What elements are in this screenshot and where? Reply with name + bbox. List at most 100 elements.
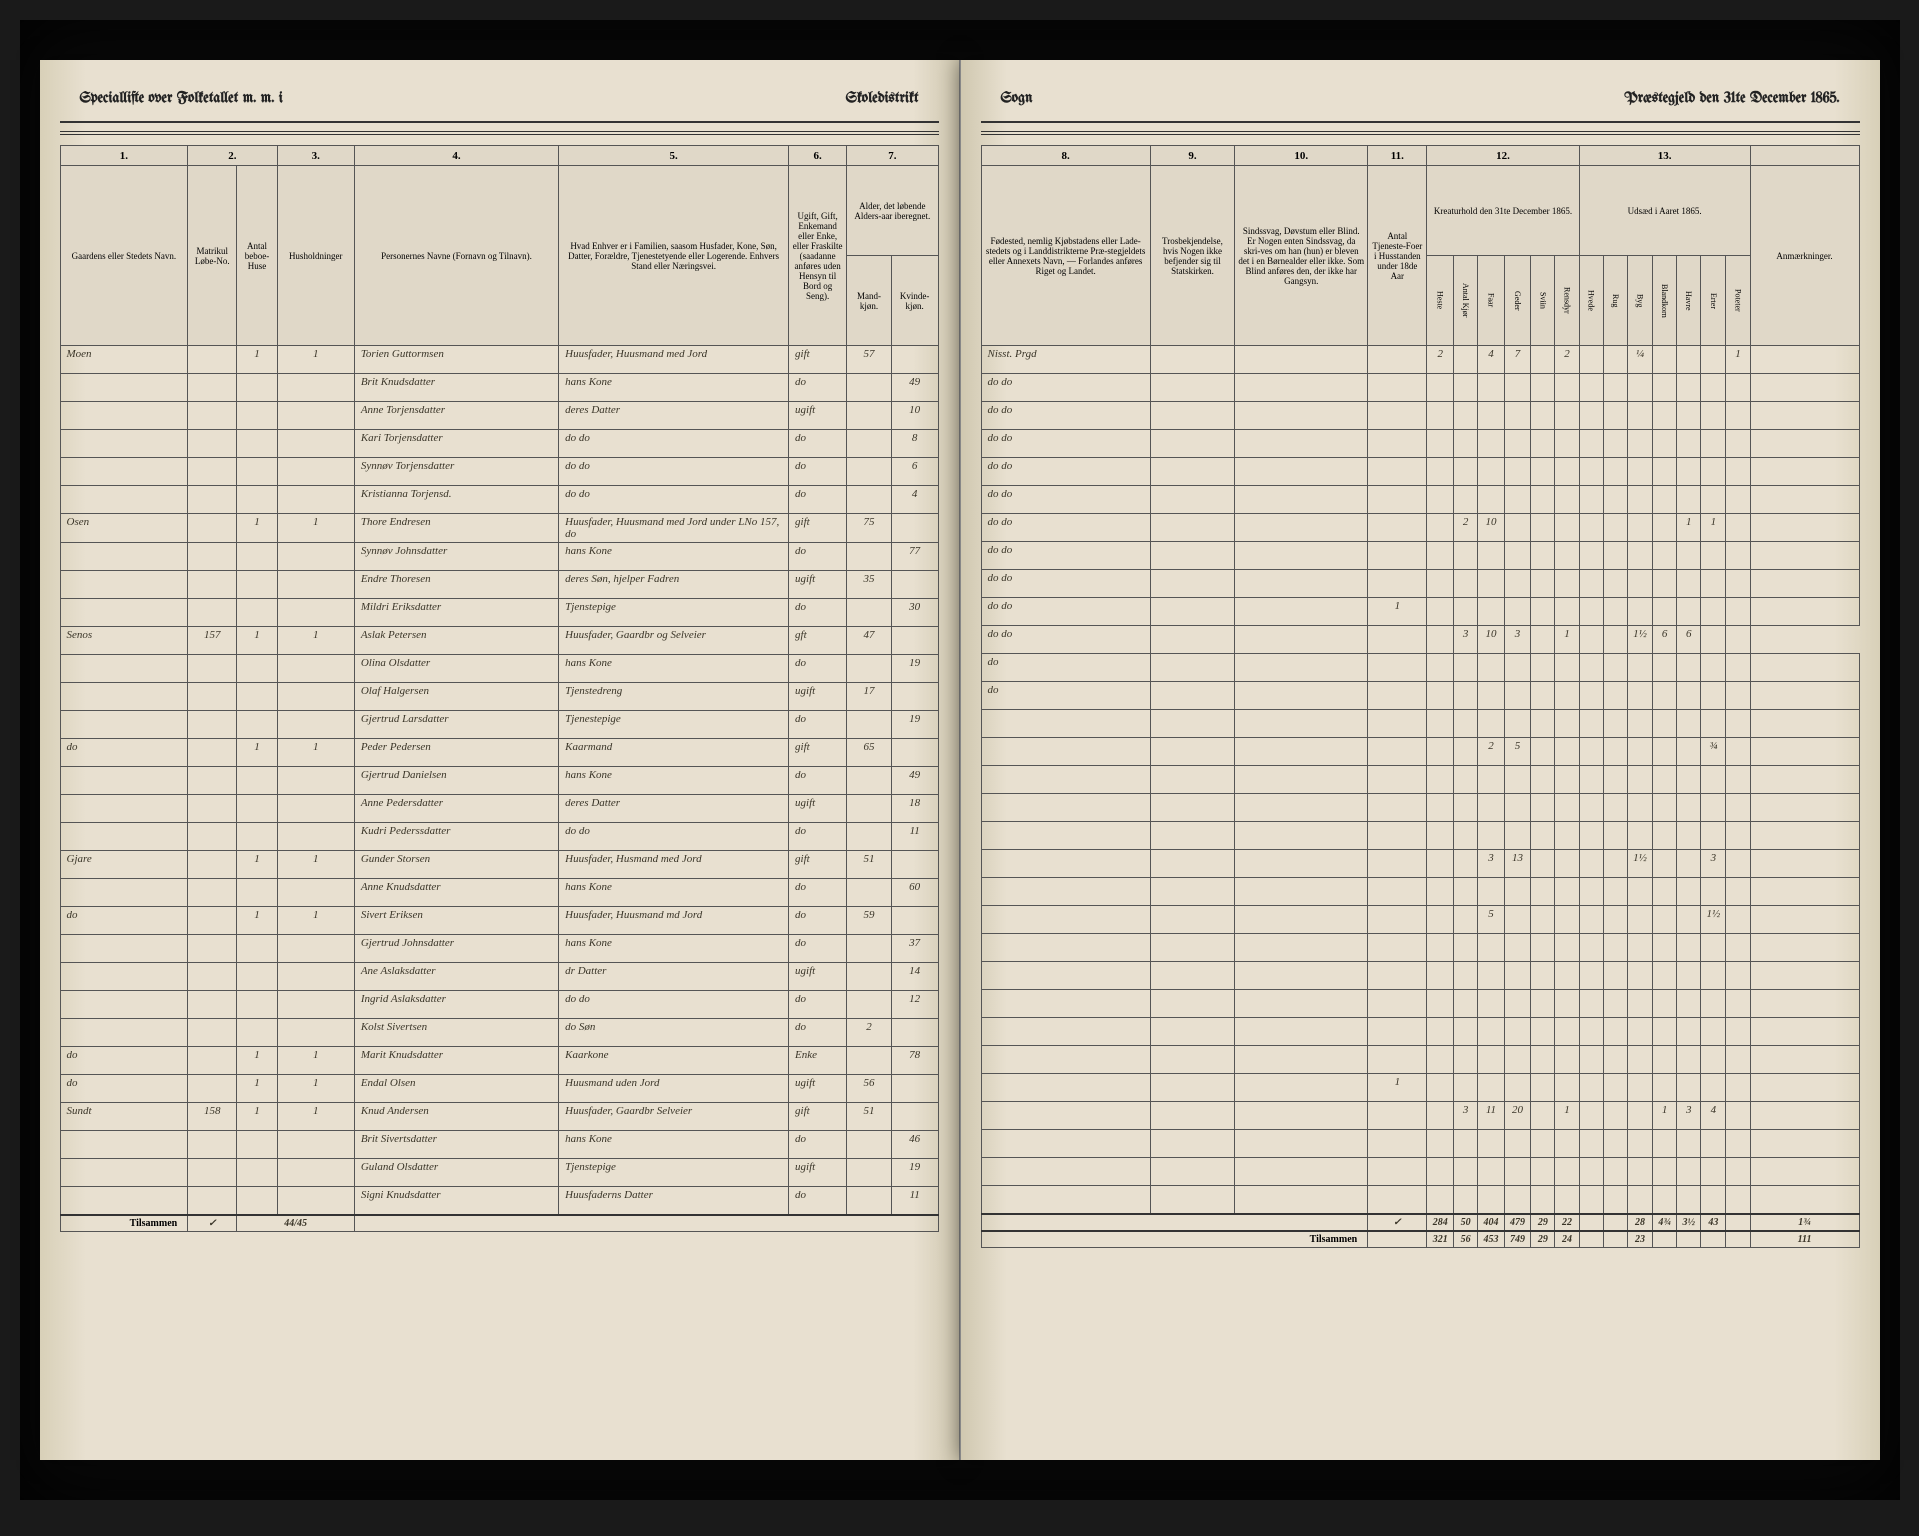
table-row	[981, 990, 1859, 1018]
table-row: Mildri EriksdatterTjenstepigedo30	[60, 599, 938, 627]
subcol: Geder	[1504, 256, 1531, 346]
divider	[60, 131, 939, 135]
col-10: 10.	[1235, 146, 1368, 166]
h-houses: Antal beboe-Huse	[237, 166, 277, 346]
col-notes	[1750, 146, 1859, 166]
table-row	[981, 794, 1859, 822]
table-row: do do	[981, 542, 1859, 570]
subcol: Antal Kjør	[1454, 256, 1478, 346]
table-row: do do	[981, 458, 1859, 486]
table-row: Kolst Sivertsendo Søndo2	[60, 1019, 938, 1047]
h-names: Personernes Navne (Fornavn og Tilnavn).	[354, 166, 558, 346]
table-row: do do21011	[981, 514, 1859, 542]
table-row: Endre Thoresenderes Søn, hjelper Fadrenu…	[60, 571, 938, 599]
h-role: Hvad Enhver er i Familien, saasom Husfad…	[559, 166, 789, 346]
table-row: do	[981, 654, 1859, 682]
subcol: Byg	[1627, 256, 1652, 346]
table-row: Brit Sivertsdatterhans Konedo46	[60, 1131, 938, 1159]
table-row: do do1	[981, 598, 1859, 626]
table-row: 311201134	[981, 1102, 1859, 1130]
table-row: do	[981, 682, 1859, 710]
table-row: do11Peder PedersenKaarmandgift65	[60, 739, 938, 767]
header-date: Præstegjeld den 31te December 1865.	[1624, 90, 1839, 106]
table-row	[981, 962, 1859, 990]
table-row: do do	[981, 570, 1859, 598]
census-table-right: 8. 9. 10. 11. 12. 13. Fødested, nemlig K…	[981, 145, 1860, 1248]
h-faith: Trosbekjendelse, hvis Nogen ikke befjend…	[1150, 166, 1235, 346]
col-7: 7.	[847, 146, 938, 166]
h-female: Kvinde-kjøn.	[891, 256, 938, 346]
table-row: do do	[981, 402, 1859, 430]
subcol: Rensdyr	[1555, 256, 1579, 346]
subcol: Rug	[1603, 256, 1627, 346]
table-row: Nisst. Prgd2472¼1	[981, 346, 1859, 374]
census-table-left: 1. 2. 3. 4. 5. 6. 7. Gaardens eller Sted…	[60, 145, 939, 1232]
table-row: Osen11Thore EndresenHuusfader, Huusmand …	[60, 514, 938, 543]
header-title-1: Speciallifte over Folketallet m. m. i	[80, 90, 283, 106]
table-row: do11Marit KnudsdatterKaarkoneEnke78	[60, 1047, 938, 1075]
table-row	[981, 1046, 1859, 1074]
table-row: Gjertrud LarsdatterTjenestepigedo19	[60, 711, 938, 739]
subcol: Faar	[1478, 256, 1505, 346]
h-hh: Husholdninger	[277, 166, 354, 346]
table-row: Anne Knudsdatterhans Konedo60	[60, 879, 938, 907]
totals-label: Tilsammen	[60, 1215, 188, 1232]
table-row: Olina Olsdatterhans Konedo19	[60, 655, 938, 683]
subcol: Heste	[1427, 256, 1454, 346]
subcol: Havre	[1677, 256, 1701, 346]
totals-label-2: Tilsammen	[981, 1231, 1368, 1248]
census-book: Speciallifte over Folketallet m. m. i Sk…	[20, 20, 1900, 1500]
h-seed: Udsæd i Aaret 1865.	[1579, 166, 1750, 256]
subcol: Poteter	[1726, 256, 1750, 346]
table-row	[981, 878, 1859, 906]
table-row: do do	[981, 486, 1859, 514]
table-row: Synnøv Torjensdatterdo dodo6	[60, 458, 938, 486]
table-row	[981, 1018, 1859, 1046]
table-row	[981, 1186, 1859, 1214]
h-birth: Fødested, nemlig Kjøbstadens eller Lade-…	[981, 166, 1150, 346]
table-row: Kudri Pederssdatterdo dodo11	[60, 823, 938, 851]
table-row: do do	[981, 374, 1859, 402]
check: ✓	[188, 1215, 237, 1232]
right-page: Sogn Præstegjeld den 31te December 1865.…	[960, 60, 1880, 1460]
table-row: Guland OlsdatterTjenstepigeugift19	[60, 1159, 938, 1187]
header-sogn: Sogn	[1001, 90, 1033, 106]
table-row: Sundt15811Knud AndersenHuusfader, Gaardb…	[60, 1103, 938, 1131]
subcol: Sviin	[1531, 256, 1555, 346]
h-place: Gaardens eller Stedets Navn.	[60, 166, 188, 346]
table-row: Senos15711Aslak PetersenHuusfader, Gaard…	[60, 627, 938, 655]
lnr-sum: 44/45	[237, 1215, 354, 1232]
h-male: Mand-kjøn.	[847, 256, 892, 346]
table-row: 3131½3	[981, 850, 1859, 878]
left-header: Speciallifte over Folketallet m. m. i Sk…	[60, 90, 939, 123]
h-age: Alder, det løbende Alders-aar iberegnet.	[847, 166, 938, 256]
table-row: Anne Pedersdatterderes Datterugift18	[60, 795, 938, 823]
h-servants: Antal Tjeneste-Foer i Husstanden under 1…	[1368, 166, 1427, 346]
table-row: Ingrid Aslaksdatterdo dodo12	[60, 991, 938, 1019]
h-disability: Sindssvag, Døvstum eller Blind. Er Nogen…	[1235, 166, 1368, 346]
table-row: 25¾	[981, 738, 1859, 766]
table-row: Kari Torjensdatterdo dodo8	[60, 430, 938, 458]
header-title-2: Skoledistrikt	[846, 90, 919, 106]
table-row: Olaf HalgersenTjenstedrengugift17	[60, 683, 938, 711]
table-row: Gjare11Gunder StorsenHuusfader, Husmand …	[60, 851, 938, 879]
table-row: Anne Torjensdatterderes Datterugift10	[60, 402, 938, 430]
table-row: do do	[981, 430, 1859, 458]
table-row	[981, 934, 1859, 962]
table-row: Moen11Torien GuttormsenHuusfader, Huusma…	[60, 346, 938, 374]
col-5: 5.	[559, 146, 789, 166]
table-row: Kristianna Torjensd.do dodo4	[60, 486, 938, 514]
table-row	[981, 710, 1859, 738]
h-lnr: Matrikul Løbe-No.	[188, 166, 237, 346]
table-row	[981, 1130, 1859, 1158]
subcol: Erter	[1701, 256, 1726, 346]
col-8: 8.	[981, 146, 1150, 166]
col-11: 11.	[1368, 146, 1427, 166]
table-row: Gjertrud Danielsenhans Konedo49	[60, 767, 938, 795]
divider	[981, 131, 1860, 135]
col-13: 13.	[1579, 146, 1750, 166]
table-row: do do310311½66	[981, 626, 1859, 654]
table-row: 1	[981, 1074, 1859, 1102]
table-row: Brit Knudsdatterhans Konedo49	[60, 374, 938, 402]
col-9: 9.	[1150, 146, 1235, 166]
